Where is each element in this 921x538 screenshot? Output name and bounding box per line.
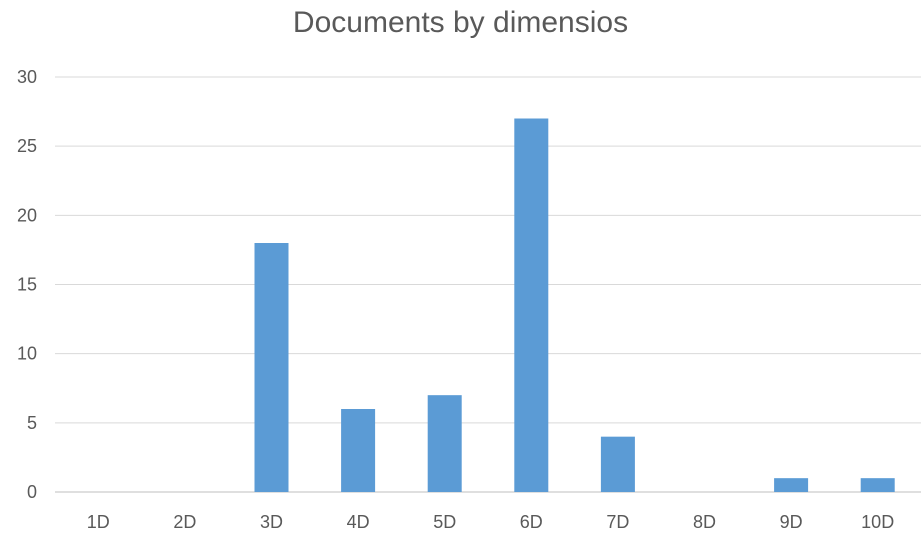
bar	[427, 395, 462, 492]
x-tick-label: 2D	[173, 512, 196, 532]
x-tick-label: 8D	[693, 512, 716, 532]
bar	[254, 243, 289, 492]
y-tick-label: 0	[27, 482, 37, 502]
y-tick-label: 20	[17, 205, 37, 225]
bar	[860, 478, 895, 492]
y-tick-label: 10	[17, 344, 37, 364]
y-tick-label: 15	[17, 275, 37, 295]
y-tick-label: 5	[27, 413, 37, 433]
y-tick-labels: 0 5 10 15 20 25 30	[17, 67, 37, 502]
x-tick-label: 10D	[861, 512, 894, 532]
x-tick-label: 3D	[260, 512, 283, 532]
bar	[341, 409, 376, 492]
y-tick-label: 25	[17, 136, 37, 156]
chart-title: Documents by dimensios	[292, 6, 629, 39]
bar	[774, 478, 809, 492]
bar	[600, 436, 635, 492]
x-tick-label: 7D	[606, 512, 629, 532]
x-tick-label: 1D	[87, 512, 110, 532]
x-tick-label: 6D	[520, 512, 543, 532]
gridlines	[55, 76, 921, 493]
x-tick-label: 5D	[433, 512, 456, 532]
x-tick-labels: 1D 2D 3D 4D 5D 6D 7D 8D 9D 10D	[87, 512, 894, 532]
x-tick-label: 4D	[347, 512, 370, 532]
x-tick-label: 9D	[780, 512, 803, 532]
y-tick-label: 30	[17, 67, 37, 87]
bars	[254, 118, 895, 492]
bar	[514, 118, 549, 492]
